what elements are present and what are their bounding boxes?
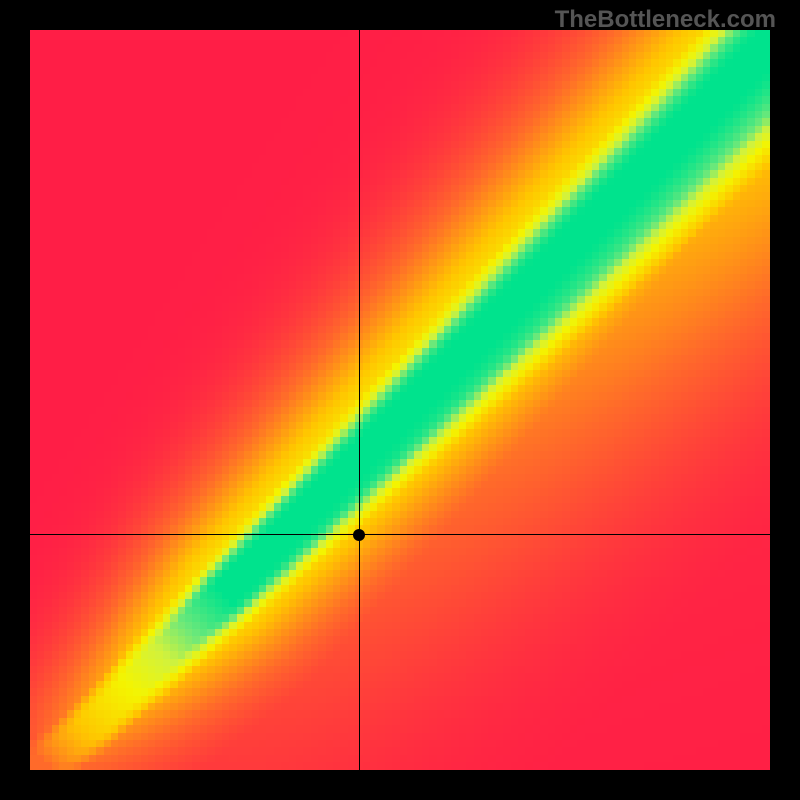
crosshair-vertical <box>359 30 360 770</box>
watermark-text: TheBottleneck.com <box>555 6 776 34</box>
selected-point-marker <box>353 529 365 541</box>
crosshair-horizontal <box>30 534 770 535</box>
root: TheBottleneck.com <box>0 0 800 800</box>
bottleneck-heatmap <box>30 30 770 770</box>
